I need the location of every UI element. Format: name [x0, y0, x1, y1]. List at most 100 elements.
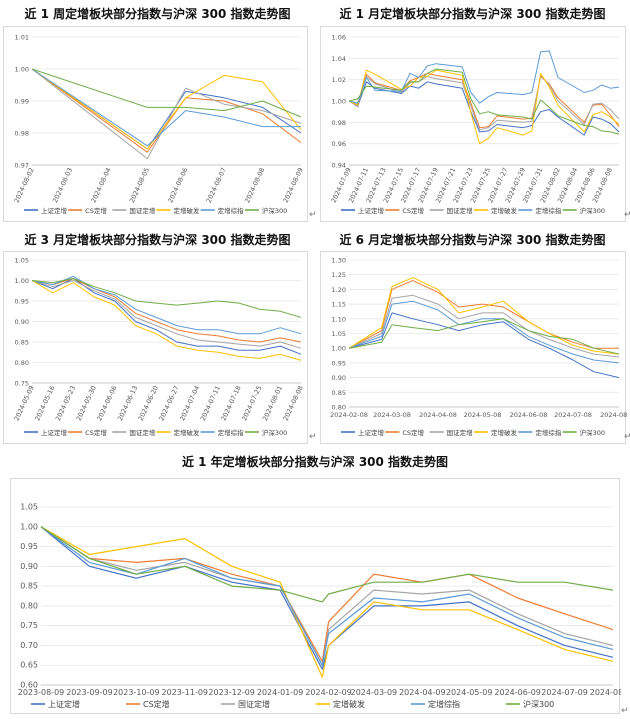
x-tick-label: 2024-01-09 [257, 688, 304, 697]
x-tick-label: 2024-02-09 [305, 688, 352, 697]
x-tick-label: 2024-02-08 [330, 411, 368, 419]
y-tick-label: 1.05 [15, 257, 29, 265]
chart-panel-1y: 0.60 0.65 0.70 0.75 0.80 0.85 0.90 0.95 1.00 1.05… [10, 478, 621, 714]
x-tick-label: 2024-05-30 [75, 384, 98, 422]
y-tick-label: 1.00 [15, 66, 29, 74]
series-line-2 [348, 74, 620, 131]
y-tick-label: 0.80 [15, 359, 29, 367]
y-tick-label: 0.94 [332, 162, 346, 170]
paragraph-mark-icon: ↵ [624, 432, 630, 442]
y-tick-label: 1.04 [332, 55, 346, 63]
series-line-5 [348, 318, 620, 355]
x-tick-label: 2024-06-06 [95, 384, 118, 422]
y-tick-label: 1.05 [332, 330, 346, 338]
series-line-3 [348, 277, 620, 355]
y-tick-label: 0.90 [20, 562, 38, 571]
x-tick-label: 2024-06-27 [157, 384, 180, 422]
series-line-4 [31, 68, 301, 147]
series-line-5 [31, 278, 302, 318]
x-tick-label: 2024-08-09 [282, 166, 305, 204]
series-line-1 [31, 68, 302, 153]
y-tick-label: 1.20 [332, 286, 346, 294]
chart-title-3m: 近 3 月定增板块部分指数与沪深 300 指数走势图 [24, 233, 291, 247]
series-line-3 [31, 68, 302, 150]
legend-label: 定增综指 [428, 699, 460, 709]
legend-label: 定增破发 [491, 206, 518, 215]
y-tick-label: 1.06 [332, 34, 346, 42]
paragraph-mark-icon: ↵ [309, 432, 317, 442]
y-tick-label: 0.96 [332, 140, 346, 148]
chart-title-1y: 近 1 年定增板块部分指数与沪深 300 指数走势图 [181, 455, 449, 469]
x-tick-label: 2024-08-09 [590, 688, 621, 697]
legend-label: CS定增 [85, 206, 107, 215]
series-line-1 [40, 526, 614, 662]
series-line-4 [348, 300, 620, 364]
x-tick-label: 2024-03-09 [351, 688, 398, 697]
legend-label: 国证定增 [238, 699, 270, 709]
line-chart-svg: 0.80 0.85 0.90 0.95 1.00 1.05 1.10 1.15 1.20 1.25… [330, 257, 627, 438]
y-tick-label: 0.90 [332, 374, 346, 382]
x-tick-label: 2024-06-09 [494, 688, 541, 697]
legend-label: 国证定增 [129, 206, 155, 215]
y-tick-label: 0.95 [332, 359, 346, 367]
legend-label: 定增破发 [174, 428, 201, 437]
legend-label: 沪深300 [523, 699, 554, 709]
x-tick-label: 2024-07-18 [220, 384, 243, 422]
y-tick-label: 1.05 [20, 503, 38, 512]
legend-label: 定增综指 [218, 206, 245, 215]
x-tick-label: 2024-05-09 [446, 688, 493, 697]
chart-panel-3m: 0.75 0.80 0.85 0.90 0.95 1.00 1.05 2024-05-09 20… [3, 251, 308, 444]
paragraph-mark-icon: ↵ [309, 210, 317, 220]
paragraph-mark-icon: ↵ [624, 210, 630, 220]
x-tick-label: 2024-05-16 [33, 384, 56, 422]
y-tick-label: 0.95 [20, 542, 38, 551]
x-tick-label: 2024-07-25 [240, 384, 263, 422]
paragraph-mark-icon: ↵ [621, 706, 629, 716]
x-tick-label: 2024-07-11 [199, 384, 222, 422]
x-tick-label: 2024-07-04 [178, 384, 201, 422]
x-tick-label: 2024-05-23 [54, 384, 77, 422]
y-tick-label: 0.75 [15, 380, 29, 388]
legend-label: CS定增 [402, 428, 424, 437]
y-tick-label: 1.10 [332, 315, 346, 323]
y-tick-label: 0.85 [15, 339, 29, 347]
legend-label: 上证定增 [41, 206, 67, 215]
chart-title-1m: 近 1 月定增板块部分指数与沪深 300 指数走势图 [339, 7, 606, 21]
series-line-4 [31, 275, 302, 335]
x-tick-label: 2024-06-20 [137, 384, 160, 422]
y-tick-label: 1.02 [332, 76, 346, 84]
line-chart-svg: 0.750.800.850.900.951.001.052024-05-0920… [13, 257, 305, 438]
x-tick-label: 2024-08-08 [600, 411, 627, 419]
series-line-2 [31, 68, 302, 160]
chart-title-1w: 近 1 周定增板块部分指数与沪深 300 指数走势图 [24, 7, 291, 21]
x-tick-label: 2024-05-08 [464, 411, 502, 419]
legend-label: CS定增 [143, 699, 170, 709]
x-tick-label: 2024-08-01 [261, 384, 284, 422]
x-tick-label: 2023-10-09 [113, 688, 160, 697]
y-tick-label: 0.90 [15, 318, 29, 326]
x-tick-label: 2024-08-02 [13, 166, 36, 204]
series-line-3 [40, 526, 614, 678]
y-tick-label: 1.25 [332, 271, 346, 279]
x-tick-label: 2024-04-09 [399, 688, 446, 697]
series-line-5 [348, 68, 620, 135]
y-tick-label: 0.70 [20, 641, 38, 650]
legend-label: 定增综指 [218, 428, 245, 437]
series-line-3 [348, 69, 620, 145]
chart-panel-1m: 0.94 0.96 0.98 1.00 1.02 1.04 1.06 2024-07-09 20… [320, 26, 626, 222]
legend-label: 沪深300 [262, 206, 287, 215]
y-tick-label: 0.75 [20, 621, 38, 630]
x-tick-label: 2024-08-06 [166, 166, 189, 204]
x-tick-label: 2024-03-08 [373, 411, 411, 419]
legend-label: 国证定增 [447, 206, 473, 215]
x-tick-label: 2024-08-03 [51, 166, 74, 204]
legend-label: 上证定增 [41, 428, 67, 437]
series-line-4 [40, 526, 614, 666]
y-tick-label: 0.98 [332, 119, 346, 127]
legend-label: 上证定增 [48, 699, 80, 709]
y-tick-label: 1.00 [15, 277, 29, 285]
series-line-0 [348, 81, 620, 136]
x-tick-label: 2024-07-09 [541, 688, 588, 697]
x-tick-label: 2024-08-04 [89, 166, 112, 204]
legend-label: 定增综指 [535, 206, 562, 215]
